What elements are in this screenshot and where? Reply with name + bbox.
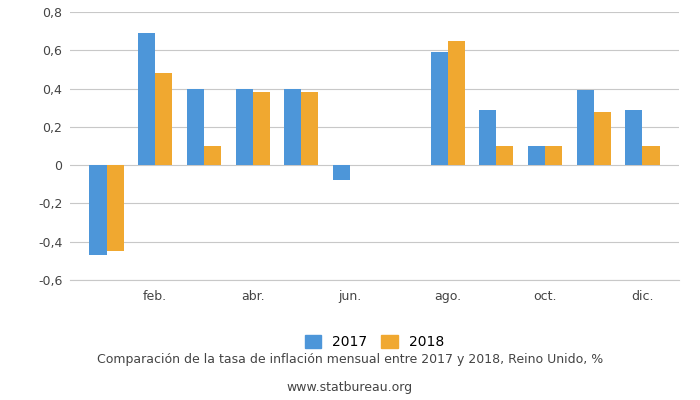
Text: Comparación de la tasa de inflación mensual entre 2017 y 2018, Reino Unido, %: Comparación de la tasa de inflación mens… [97,354,603,366]
Bar [138,33,155,165]
Bar [284,88,302,165]
Bar [528,146,545,165]
Bar [204,146,221,165]
Bar [545,146,562,165]
Bar [236,88,253,165]
Bar [577,90,594,165]
Bar [253,92,270,165]
Bar [447,41,465,165]
Text: www.statbureau.org: www.statbureau.org [287,382,413,394]
Bar [430,52,447,165]
Bar [496,146,513,165]
Bar [106,165,124,251]
Bar [302,92,318,165]
Bar [480,110,496,165]
Bar [594,112,611,165]
Bar [643,146,659,165]
Bar [155,73,172,165]
Bar [187,88,204,165]
Legend: 2017, 2018: 2017, 2018 [304,335,444,349]
Bar [625,110,643,165]
Bar [90,165,106,255]
Bar [333,165,350,180]
